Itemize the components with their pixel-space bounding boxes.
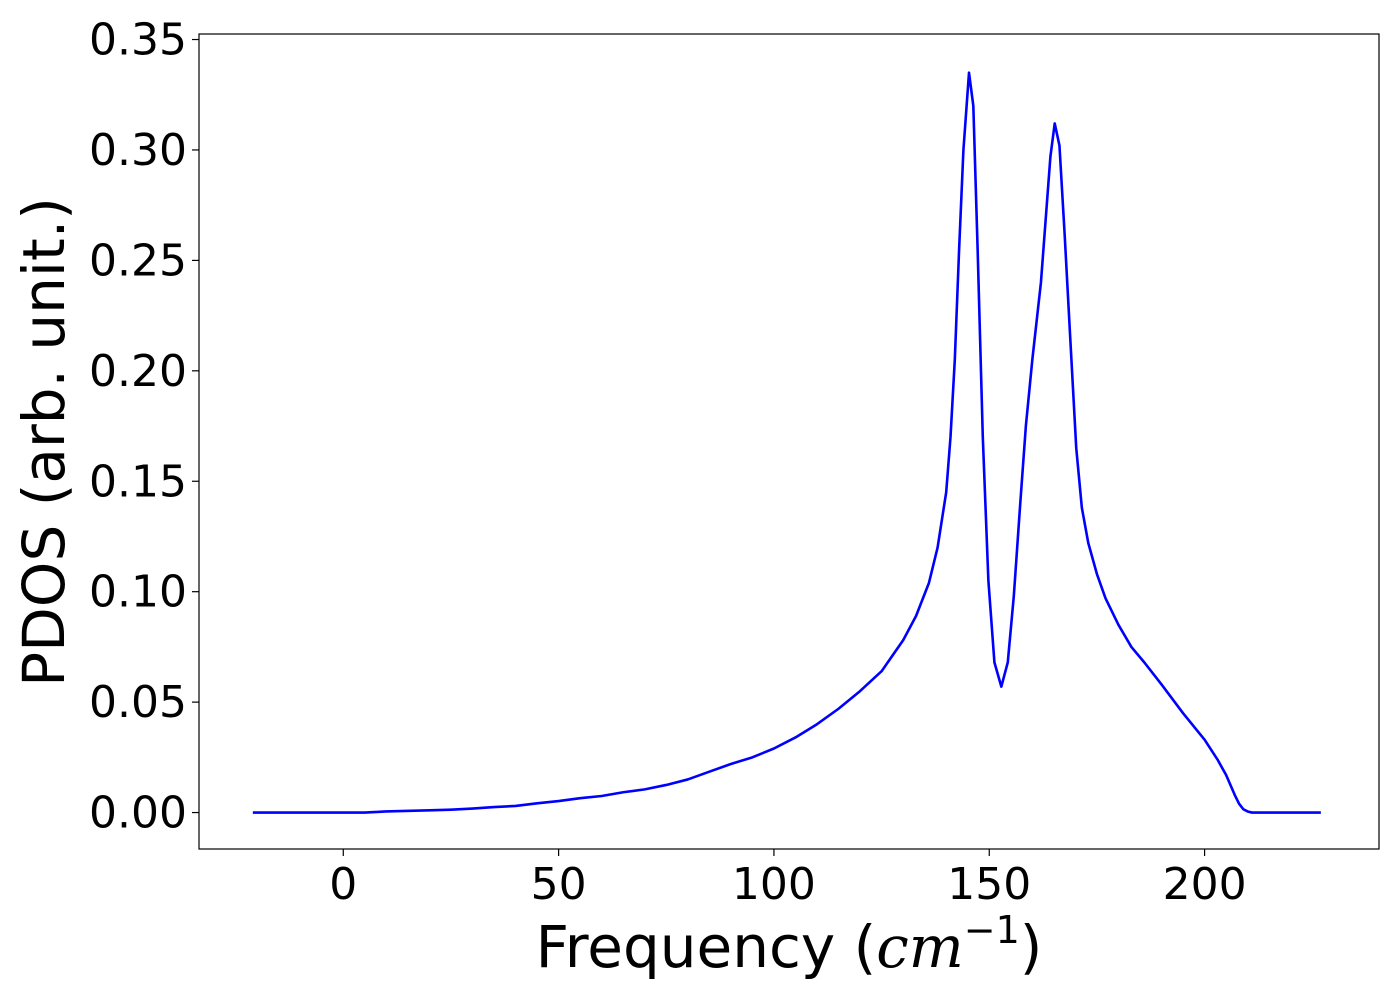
y-tick-label: 0.00 [89, 788, 187, 839]
x-tick-label: 50 [531, 859, 587, 910]
x-axis-label: Frequency (cm−1) [536, 908, 1043, 981]
y-tick-label: 0.35 [89, 15, 187, 66]
plot-area [199, 34, 1379, 849]
y-axis-label: PDOS (arb. unit.) [10, 197, 78, 687]
x-tick-label: 0 [329, 859, 357, 910]
line-layer [252, 71, 1321, 814]
x-tick-label: 100 [732, 859, 816, 910]
y-tick-label: 0.10 [89, 567, 187, 618]
x-tick-label: 200 [1163, 859, 1247, 910]
series-line-1 [252, 71, 1321, 814]
y-tick-label: 0.15 [89, 456, 187, 507]
x-tick-label: 150 [947, 859, 1031, 910]
plot-frame [198, 33, 1380, 850]
x-axis-ticks: 0 50 100 150 200 [329, 849, 1247, 910]
y-tick-label: 0.25 [89, 235, 187, 286]
y-tick-label: 0.30 [89, 125, 187, 176]
y-tick-label: 0.05 [89, 677, 187, 728]
y-axis-ticks: 0.00 0.05 0.10 0.15 0.20 0.25 0.30 0.35 [89, 15, 199, 839]
y-tick-label: 0.20 [89, 346, 187, 397]
